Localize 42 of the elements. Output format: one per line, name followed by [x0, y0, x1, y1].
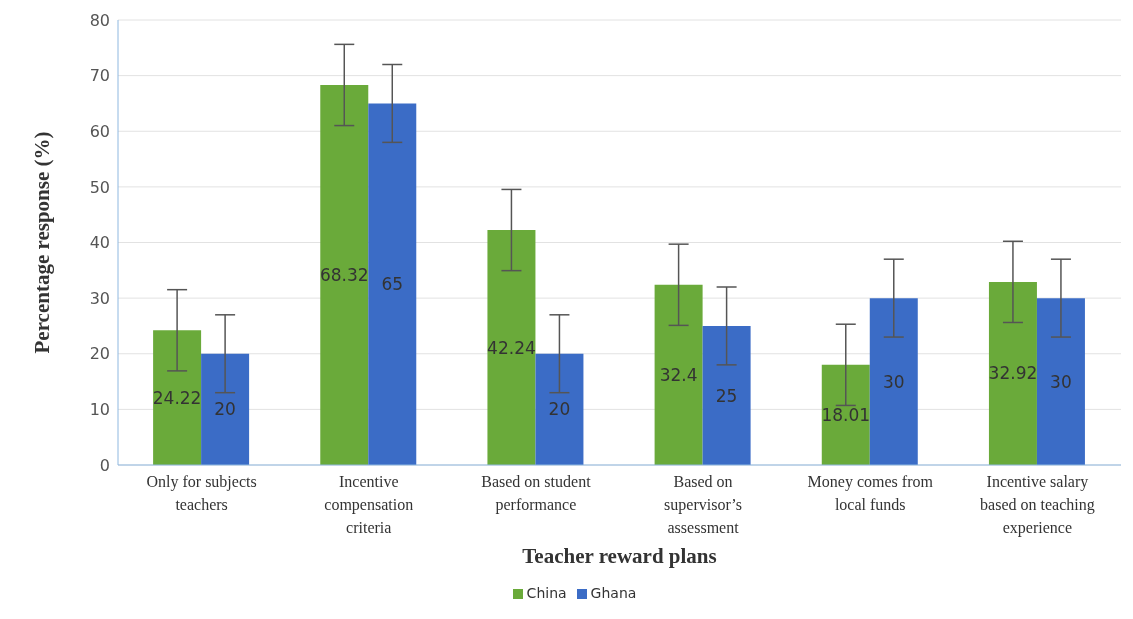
- x-axis-title: Teacher reward plans: [522, 544, 717, 568]
- data-label: 18.01: [821, 404, 871, 425]
- data-label: 20: [548, 399, 571, 420]
- x-tick-label: Based on student performance: [481, 473, 592, 514]
- x-tick-label: Money comes from local funds: [807, 473, 934, 513]
- data-label: 32.92: [988, 363, 1038, 384]
- bar: [201, 353, 250, 465]
- bar: [487, 230, 536, 465]
- data-label: 30: [882, 371, 905, 392]
- bar: [1036, 298, 1085, 465]
- y-tick-label: 80: [89, 10, 110, 30]
- y-tick-label: 60: [89, 121, 110, 141]
- data-label: 24.22: [152, 387, 202, 408]
- bar: [702, 325, 751, 465]
- bar: [654, 284, 703, 465]
- data-label: 32.4: [659, 364, 698, 385]
- y-tick-label: 20: [89, 344, 110, 364]
- legend-label: Ghana: [590, 585, 637, 601]
- data-label: 68.32: [319, 265, 369, 286]
- x-tick-label: Incentive salary based on teaching experience: [980, 473, 1095, 537]
- y-tick-label: 40: [89, 233, 110, 253]
- bar: [988, 281, 1037, 465]
- bar: [821, 364, 870, 465]
- y-tick-label: 70: [89, 66, 110, 86]
- x-tick-label: Only for subjects teachers: [146, 473, 257, 513]
- y-tick-label: 50: [89, 177, 110, 197]
- data-label: 30: [1050, 371, 1072, 392]
- y-tick-label: 30: [89, 288, 110, 308]
- data-label: 20: [214, 399, 236, 420]
- bar: [368, 103, 417, 465]
- bar: [869, 298, 918, 465]
- bar: [153, 330, 202, 465]
- bar: [320, 84, 369, 465]
- data-label: 65: [381, 274, 404, 295]
- x-tick-label: Incentive compensation criteria: [324, 473, 414, 536]
- bar: [535, 353, 584, 465]
- data-label: 25: [715, 385, 738, 406]
- y-axis-title: Percentage response (%): [30, 131, 55, 354]
- legend-label: China: [526, 585, 567, 601]
- x-tick-label: Based on supervisor’s assessment: [664, 473, 743, 536]
- y-tick-label: 0: [99, 455, 110, 475]
- y-tick-label: 10: [89, 400, 110, 420]
